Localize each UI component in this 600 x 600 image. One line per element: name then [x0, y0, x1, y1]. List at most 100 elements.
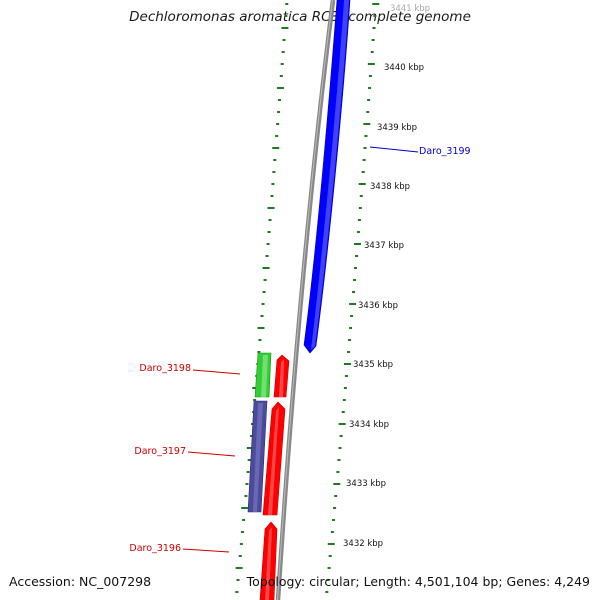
- topology-text: Topology: circular; Length: 4,501,104 bp…: [246, 574, 590, 589]
- tick-dot: [350, 315, 354, 317]
- tick-dot: [271, 183, 275, 185]
- kbp-label-3440: 3440 kbp: [384, 63, 424, 73]
- tick-dot: [263, 279, 267, 281]
- tick-dot: [367, 99, 371, 101]
- tick-dot: [337, 459, 341, 461]
- tick-dot: [339, 435, 343, 437]
- tick-dot: [370, 51, 374, 53]
- tick-dot: [338, 447, 342, 449]
- tick-dot: [261, 303, 265, 305]
- tick-dot: [353, 279, 357, 281]
- tick-dot: [246, 447, 254, 449]
- tick-dot: [341, 411, 345, 413]
- tick-dot: [267, 207, 275, 209]
- gene-label-daro-3199[interactable]: Daro_3199: [419, 146, 471, 157]
- tick-dot: [257, 327, 265, 329]
- tick-dot: [281, 27, 289, 29]
- tick-dot: [253, 399, 257, 401]
- tick-dot: [262, 291, 266, 293]
- tick-dot: [358, 183, 366, 185]
- tick-dot: [249, 435, 253, 437]
- tick-dot: [343, 387, 347, 389]
- purple-feature[interactable]: [247, 400, 268, 513]
- tick-dot: [334, 495, 338, 497]
- tick-dot: [372, 3, 380, 5]
- tick-dot: [282, 39, 286, 41]
- tick-dot: [331, 519, 335, 521]
- accession-text: Accession: NC_007298: [9, 574, 152, 589]
- tick-dot: [372, 27, 376, 29]
- tick-dot: [235, 567, 243, 569]
- genome-title: Dechloromonas aromatica RCB, complete ge…: [129, 9, 471, 25]
- inner-tick-dots: [235, 3, 289, 593]
- gene-label-daro-3198[interactable]: Daro_3198: [139, 363, 191, 374]
- tick-dot: [333, 483, 341, 485]
- tick-dot: [364, 135, 368, 137]
- genome-backbone: [275, 0, 336, 600]
- tick-dot: [284, 15, 288, 17]
- tick-dot: [327, 543, 335, 545]
- tick-dot: [361, 171, 365, 173]
- tick-dot: [336, 471, 340, 473]
- tick-dot: [356, 231, 360, 233]
- tick-dot: [241, 507, 249, 509]
- tick-dot: [368, 87, 372, 89]
- tick-dot: [241, 531, 245, 533]
- gene-daro-3196-feature[interactable]: [259, 521, 278, 600]
- tick-dot: [260, 315, 264, 317]
- tick-dot: [373, 15, 377, 17]
- tick-dot: [257, 351, 261, 353]
- tick-dot: [273, 159, 277, 161]
- tick-dot: [272, 147, 280, 149]
- gene-daro-3197-feature[interactable]: [262, 401, 286, 516]
- tick-dot: [262, 267, 270, 269]
- gene-daro-3198-feature[interactable]: [273, 354, 290, 398]
- tick-dot: [342, 399, 346, 401]
- tick-dot: [353, 243, 361, 245]
- gene-daro-3199-feature[interactable]: [303, 0, 351, 354]
- kbp-label-3436: 3436 kbp: [358, 301, 398, 311]
- tick-dot: [368, 75, 372, 77]
- tick-dot: [354, 267, 358, 269]
- outer-tick-dots: [325, 3, 380, 593]
- kbp-label-3434: 3434 kbp: [349, 420, 389, 430]
- tick-dot: [330, 531, 334, 533]
- tick-dot: [272, 171, 276, 173]
- green-feature[interactable]: [254, 352, 272, 398]
- tick-dot: [239, 543, 243, 545]
- tick-dot: [258, 339, 262, 341]
- kbp-label-3432: 3432 kbp: [343, 539, 383, 549]
- tick-dot: [235, 591, 239, 593]
- tick-dot: [349, 327, 353, 329]
- gene-label-daro-3197[interactable]: Daro_3197: [134, 446, 186, 457]
- kbp-label-3435: 3435 kbp: [353, 360, 393, 370]
- tick-dot: [343, 363, 351, 365]
- tick-dot: [275, 135, 279, 137]
- tick-dot: [244, 495, 248, 497]
- tick-dot: [242, 519, 246, 521]
- tick-dot: [281, 51, 285, 53]
- kbp-label-3439: 3439 kbp: [377, 123, 417, 133]
- tick-dot: [363, 123, 371, 125]
- tick-dot: [268, 219, 272, 221]
- tick-dot: [363, 147, 367, 149]
- kbp-label-3437: 3437 kbp: [364, 241, 404, 251]
- tick-dot: [285, 3, 289, 5]
- tick-dot: [352, 291, 356, 293]
- tick-dot: [359, 195, 363, 197]
- tick-dot: [247, 459, 251, 461]
- tick-dot: [346, 351, 350, 353]
- kbp-label-3441: 3441 kbp: [390, 4, 430, 14]
- tick-dot: [265, 255, 269, 257]
- gene-label-daro-3196[interactable]: Daro_3196: [129, 543, 181, 554]
- kbp-label-3438: 3438 kbp: [370, 182, 410, 192]
- tick-dot: [266, 243, 270, 245]
- tick-dot: [238, 555, 242, 557]
- tick-dot: [245, 483, 249, 485]
- tick-dot: [267, 231, 271, 233]
- tick-dot: [326, 579, 330, 581]
- tick-dot: [348, 339, 352, 341]
- tick-dot: [277, 111, 281, 113]
- tick-dot: [276, 123, 280, 125]
